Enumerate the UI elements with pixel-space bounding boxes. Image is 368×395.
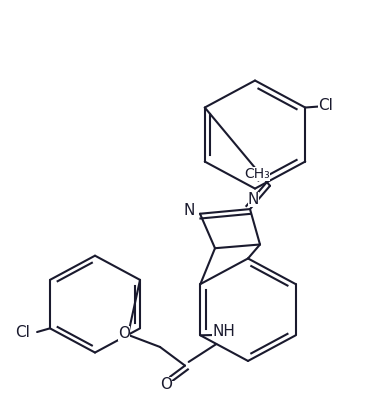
- Text: N: N: [183, 203, 195, 218]
- Text: Cl: Cl: [15, 325, 30, 340]
- Text: Cl: Cl: [318, 98, 333, 113]
- Text: O: O: [160, 377, 172, 391]
- Text: O: O: [118, 325, 130, 340]
- Text: NH: NH: [212, 324, 235, 339]
- Text: CH₃: CH₃: [244, 167, 270, 181]
- Text: N: N: [248, 192, 259, 207]
